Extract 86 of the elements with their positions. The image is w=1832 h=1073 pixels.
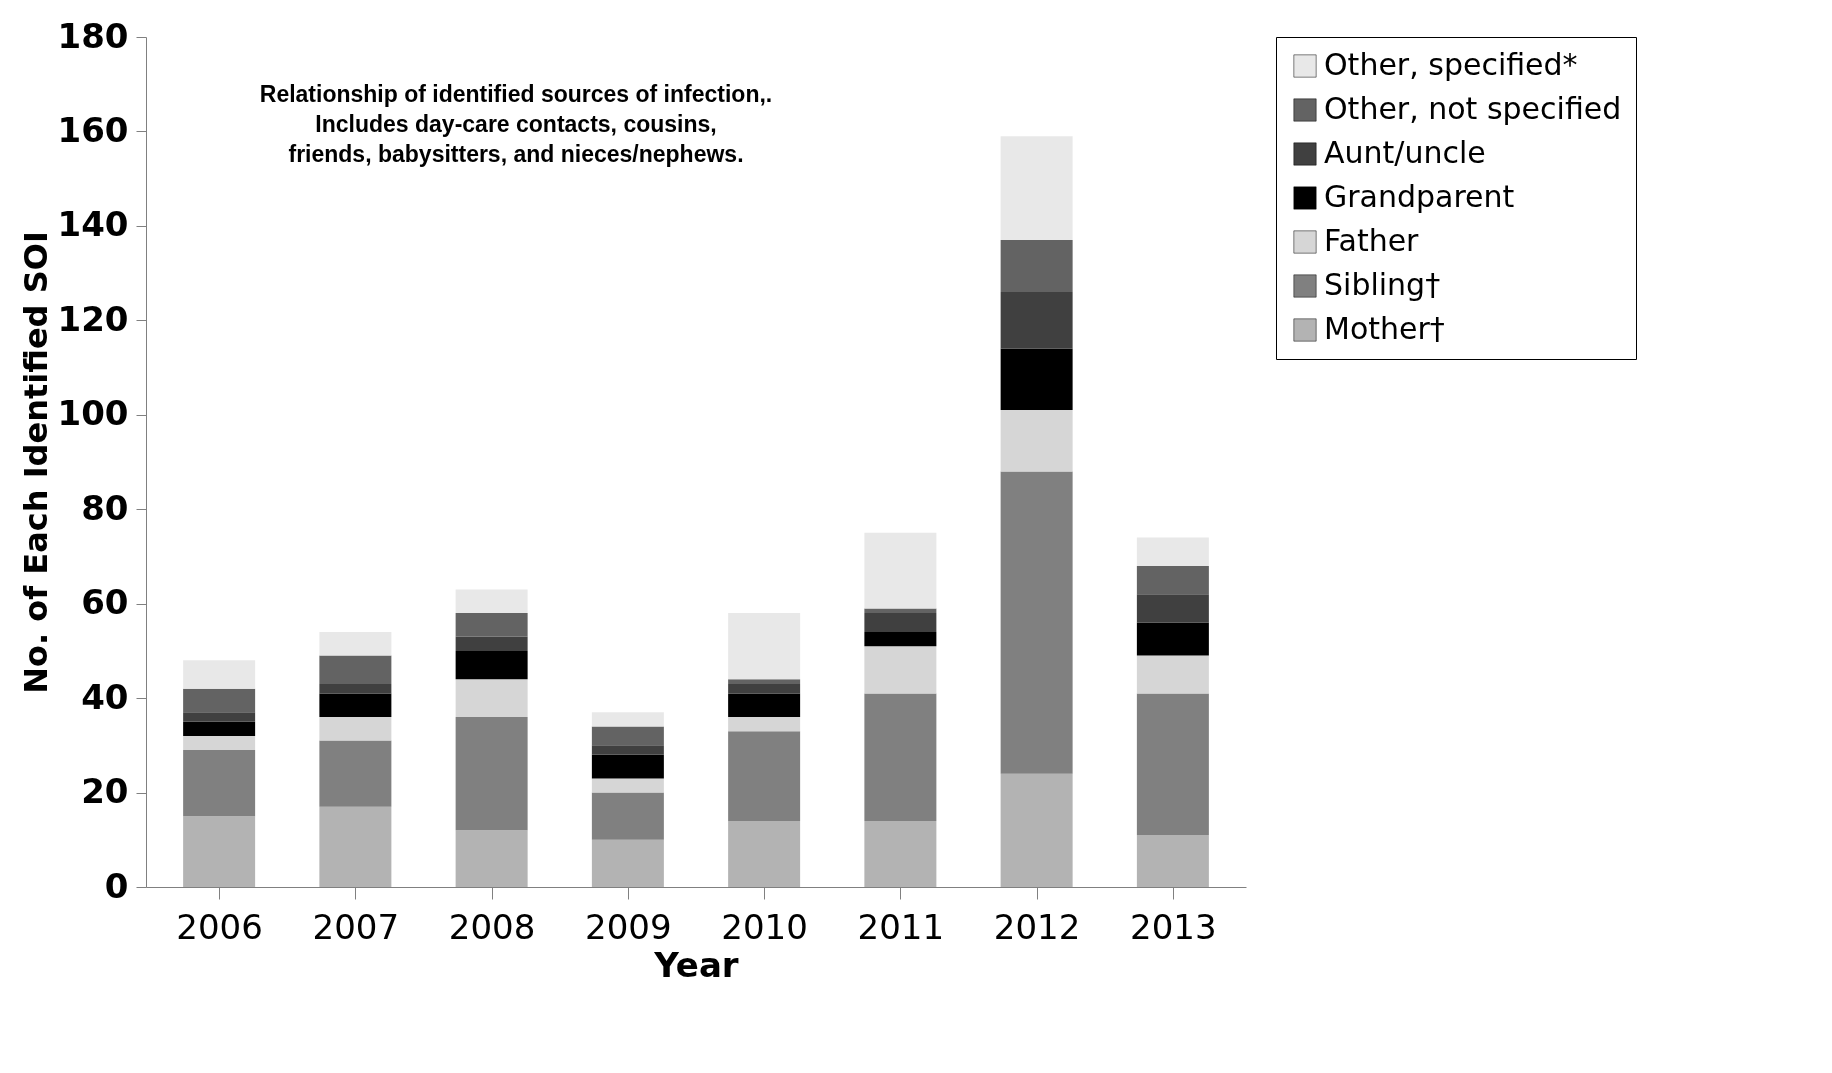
bar bbox=[455, 679, 528, 717]
annotation: Includes day-care contacts, cousins, bbox=[315, 111, 717, 137]
bar bbox=[455, 613, 528, 637]
bar bbox=[728, 717, 801, 732]
x-tick-label: 2009 bbox=[585, 906, 672, 947]
legend-label: Father bbox=[1324, 223, 1420, 258]
x-tick-label: 2012 bbox=[993, 906, 1081, 947]
x-axis-title: Year bbox=[653, 944, 739, 985]
y-tick-label: 140 bbox=[57, 204, 129, 245]
legend-label: Sibling† bbox=[1324, 267, 1441, 302]
y-tick-label: 80 bbox=[81, 487, 129, 528]
y-axis-title: No. of Each Identified SOI bbox=[16, 231, 55, 694]
bar bbox=[1000, 292, 1073, 349]
bar bbox=[1136, 693, 1209, 836]
bar bbox=[1000, 136, 1073, 241]
bar bbox=[728, 693, 801, 717]
bar bbox=[864, 632, 937, 647]
y-tick-label: 0 bbox=[104, 865, 129, 906]
bar bbox=[1000, 471, 1073, 774]
bar bbox=[319, 683, 392, 694]
legend-label: Grandparent bbox=[1324, 179, 1515, 214]
bar bbox=[1136, 835, 1209, 887]
bar bbox=[591, 792, 664, 840]
bar bbox=[319, 740, 392, 807]
bar bbox=[591, 712, 664, 727]
bar bbox=[1136, 622, 1209, 656]
legend-label: Other, specified* bbox=[1324, 47, 1578, 82]
bar bbox=[591, 754, 664, 779]
bar bbox=[183, 816, 256, 887]
bar bbox=[455, 650, 528, 680]
bar bbox=[1000, 348, 1073, 411]
bar bbox=[591, 778, 664, 793]
legend-label: Aunt/uncle bbox=[1324, 135, 1486, 170]
y-tick-label: 40 bbox=[81, 676, 129, 717]
bar bbox=[864, 532, 937, 609]
bar bbox=[1136, 594, 1209, 623]
legend-label: Other, not specified bbox=[1324, 91, 1622, 126]
bar bbox=[183, 688, 256, 713]
bar bbox=[864, 820, 937, 887]
bar bbox=[591, 839, 664, 887]
bar bbox=[591, 745, 664, 755]
bar bbox=[183, 721, 256, 736]
bar bbox=[864, 646, 937, 694]
x-tick-label: 2010 bbox=[721, 906, 808, 947]
bar bbox=[319, 806, 392, 887]
bar bbox=[1136, 565, 1209, 595]
bar bbox=[864, 613, 937, 632]
bar bbox=[728, 820, 801, 887]
bar bbox=[183, 750, 256, 817]
bar bbox=[319, 632, 392, 656]
bar bbox=[728, 683, 801, 694]
bar bbox=[728, 731, 801, 821]
bar bbox=[1136, 537, 1209, 566]
bar bbox=[864, 693, 937, 821]
bar bbox=[1000, 410, 1073, 472]
bar bbox=[455, 589, 528, 614]
y-tick-label: 120 bbox=[57, 298, 129, 339]
bar bbox=[1000, 240, 1073, 292]
bar bbox=[455, 717, 528, 831]
y-tick-label: 160 bbox=[57, 109, 129, 150]
x-tick-label: 2011 bbox=[857, 906, 945, 947]
bar bbox=[728, 613, 801, 680]
bar bbox=[728, 679, 801, 684]
legend-label: Mother† bbox=[1324, 311, 1445, 346]
annotation: Relationship of identified sources of infection,. bbox=[259, 81, 773, 107]
bar bbox=[183, 712, 256, 722]
x-tick-label: 2008 bbox=[448, 906, 536, 947]
bar bbox=[183, 660, 256, 689]
bar bbox=[864, 608, 937, 614]
bar bbox=[591, 726, 664, 746]
bar bbox=[1000, 773, 1073, 887]
y-tick-label: 180 bbox=[57, 15, 129, 56]
y-tick-label: 60 bbox=[81, 582, 129, 623]
y-tick-label: 100 bbox=[57, 393, 129, 434]
bar bbox=[183, 735, 256, 751]
bar bbox=[455, 636, 528, 651]
bar bbox=[1136, 655, 1209, 694]
bar bbox=[319, 693, 392, 717]
x-tick-label: 2013 bbox=[1130, 906, 1217, 947]
bar bbox=[319, 655, 392, 684]
bar bbox=[455, 830, 528, 887]
annotation: friends, babysitters, and nieces/nephews. bbox=[288, 141, 744, 167]
bar bbox=[319, 717, 392, 741]
x-tick-label: 2006 bbox=[176, 906, 263, 947]
y-tick-label: 20 bbox=[81, 771, 129, 812]
x-tick-label: 2007 bbox=[312, 906, 400, 947]
